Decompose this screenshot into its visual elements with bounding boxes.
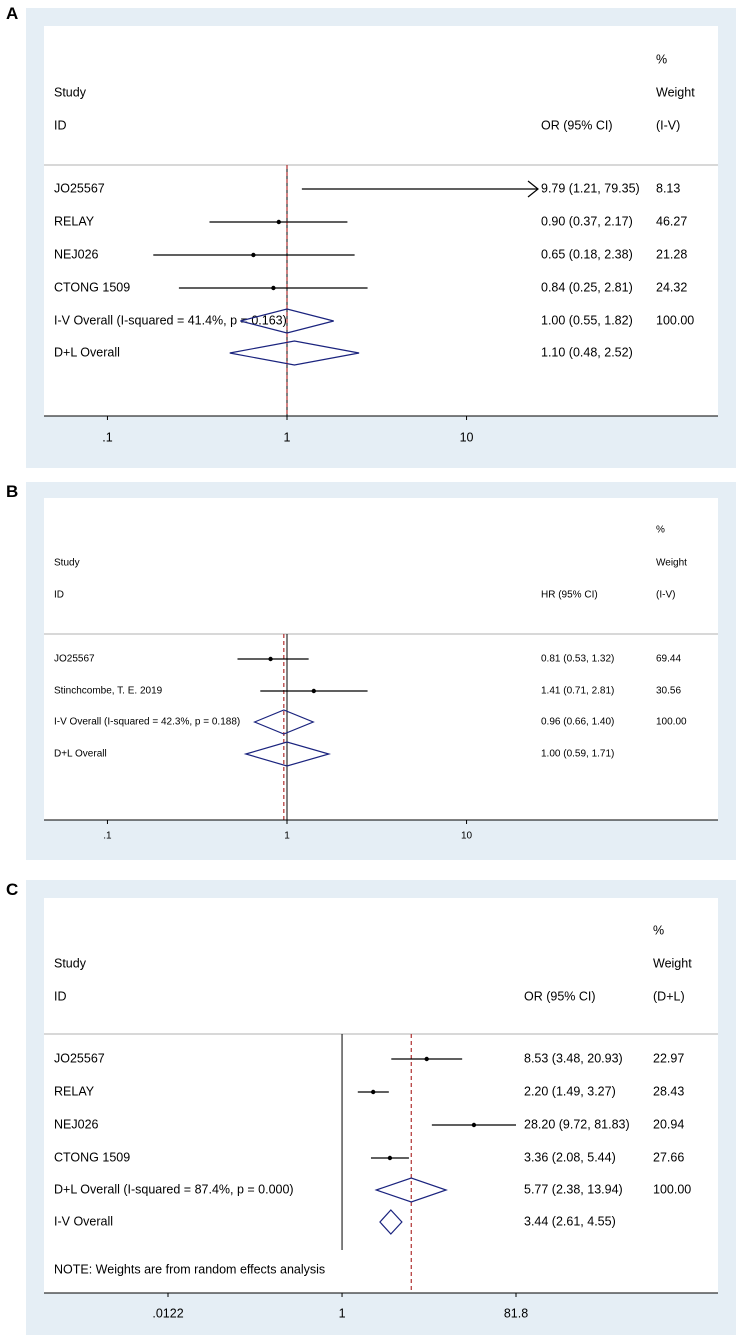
panel-c-study-label-2: NEJ026 — [54, 1117, 99, 1131]
panel-c-study-label-0: JO25567 — [54, 1051, 105, 1065]
panel-a-tick-label-0: .1 — [102, 430, 112, 444]
panel-b-point-0 — [268, 656, 273, 662]
panel-a-label: A — [6, 4, 19, 23]
panel-c-overall-weight-0: 100.00 — [653, 1182, 691, 1196]
panel-a-ci-text-1: 0.90 (0.37, 2.17) — [541, 214, 633, 228]
panel-c-weight-0: 22.97 — [653, 1051, 684, 1065]
panel-b-study-header: Study — [54, 558, 80, 569]
panel-b-overall-diamond-1 — [243, 741, 332, 767]
panel-c-effect-header: OR (95% CI) — [524, 989, 596, 1003]
panel-c-overall-label-0: D+L Overall (I-squared = 87.4%, p = 0.00… — [54, 1182, 294, 1196]
panel-a-study-label-0: JO25567 — [54, 181, 105, 195]
panel-b-ci-text-0: 0.81 (0.53, 1.32) — [541, 654, 614, 665]
panel-c-point-3 — [387, 1155, 393, 1161]
panel-a-overall-label-0: I-V Overall (I-squared = 41.4%, p = 0.16… — [54, 313, 287, 327]
panel-b-study-label-0: JO25567 — [54, 654, 95, 665]
panel-c-tick-label-2: 81.8 — [504, 1306, 528, 1320]
panel-b-id-header: ID — [54, 590, 64, 601]
panel-c-study-label-3: CTONG 1509 — [54, 1150, 130, 1164]
panel-c-overall-label-1: I-V Overall — [54, 1214, 113, 1228]
panel-a-weight-0: 8.13 — [656, 181, 680, 195]
panel-c-id-header: ID — [54, 989, 67, 1003]
panel-a-overall-weight-0: 100.00 — [656, 313, 694, 327]
panel-a-effect-header: OR (95% CI) — [541, 118, 613, 132]
panel-b-plot — [44, 498, 718, 820]
panel-b-overall-label-1: D+L Overall — [54, 749, 107, 760]
panel-a-weight-1: 46.27 — [656, 214, 687, 228]
panel-c-tick-label-0: .0122 — [152, 1306, 183, 1320]
panel-a-weight-percent: % — [656, 52, 667, 66]
panel-a-study-header: Study — [54, 85, 87, 99]
panel-b-tick-label-2: 10 — [461, 831, 473, 842]
panel-c-weight-2: 20.94 — [653, 1117, 684, 1131]
panel-c-ci-text-0: 8.53 (3.48, 20.93) — [524, 1051, 623, 1065]
panel-a-plot — [44, 26, 718, 416]
panel-a-weight-2: 21.28 — [656, 247, 687, 261]
panel-c-ci-text-3: 3.36 (2.08, 5.44) — [524, 1150, 616, 1164]
panel-c-weight-3: 27.66 — [653, 1150, 684, 1164]
panel-c-weight-percent: % — [653, 923, 664, 937]
panel-c-label: C — [6, 880, 19, 899]
panel-b-weight-header: Weight — [656, 558, 687, 569]
panel-c-point-2 — [471, 1122, 477, 1128]
panel-c-study-header: Study — [54, 956, 87, 970]
panel-b-overall-label-0: I-V Overall (I-squared = 42.3%, p = 0.18… — [54, 717, 240, 728]
panel-a-overall-diamond-0 — [240, 308, 334, 334]
panel-b-overall-diamond-0 — [253, 709, 315, 735]
panel-c-overall-diamond-0 — [374, 1177, 448, 1203]
panel-c-overall-ci-text-0: 5.77 (2.38, 13.94) — [524, 1182, 623, 1196]
panel-c-ci-text-1: 2.20 (1.49, 3.27) — [524, 1084, 616, 1098]
panel-b-weight-percent: % — [656, 525, 665, 536]
panel-a-ci-text-0: 9.79 (1.21, 79.35) — [541, 181, 640, 195]
panel-b-point-1 — [311, 688, 316, 694]
panel-c-overall-diamond-1 — [379, 1209, 403, 1235]
panel-c-weight-header: Weight — [653, 956, 692, 970]
panel-a-point-3 — [271, 285, 276, 291]
panel-a-id-header: ID — [54, 118, 67, 132]
panel-a-ci-text-2: 0.65 (0.18, 2.38) — [541, 247, 633, 261]
panel-c-weight-method: (D+L) — [653, 989, 685, 1003]
panel-b-weight-1: 30.56 — [656, 686, 681, 697]
panel-a-study-label-2: NEJ026 — [54, 247, 99, 261]
panel-a-ci-text-3: 0.84 (0.25, 2.81) — [541, 280, 633, 294]
panel-a-point-2 — [251, 252, 256, 258]
panel-c-study-label-1: RELAY — [54, 1084, 95, 1098]
panel-b-ci-text-1: 1.41 (0.71, 2.81) — [541, 686, 614, 697]
panel-a-study-label-3: CTONG 1509 — [54, 280, 130, 294]
panel-c-point-1 — [370, 1089, 376, 1095]
panel-a-overall-ci-text-1: 1.10 (0.48, 2.52) — [541, 345, 633, 359]
panel-a-tick-label-1: 1 — [284, 430, 291, 444]
panel-b-weight-0: 69.44 — [656, 654, 681, 665]
panel-b-overall-ci-text-1: 1.00 (0.59, 1.71) — [541, 749, 614, 760]
panel-b-effect-header: HR (95% CI) — [541, 590, 598, 601]
panel-a-weight-method: (I-V) — [656, 118, 680, 132]
panel-a-overall-diamond-1 — [229, 340, 360, 366]
panel-b-overall-weight-0: 100.00 — [656, 717, 687, 728]
panel-c-point-0 — [424, 1056, 429, 1062]
panel-c-note: NOTE: Weights are from random effects an… — [54, 1262, 325, 1276]
panel-c-weight-1: 28.43 — [653, 1084, 684, 1098]
panel-b-study-label-1: Stinchcombe, T. E. 2019 — [54, 686, 163, 697]
panel-a-overall-ci-text-0: 1.00 (0.55, 1.82) — [541, 313, 633, 327]
panel-a-tick-label-2: 10 — [460, 430, 474, 444]
panel-a-study-label-1: RELAY — [54, 214, 95, 228]
panel-b-tick-label-1: 1 — [284, 831, 290, 842]
panel-c-plot — [44, 898, 718, 1293]
panel-a-weight-header: Weight — [656, 85, 695, 99]
panel-b-tick-label-0: .1 — [103, 831, 112, 842]
panel-b-label: B — [6, 482, 19, 501]
panel-a-weight-3: 24.32 — [656, 280, 687, 294]
panel-a-ci-arrow-0 — [527, 180, 539, 198]
panel-c-overall-ci-text-1: 3.44 (2.61, 4.55) — [524, 1214, 616, 1228]
panel-b-overall-ci-text-0: 0.96 (0.66, 1.40) — [541, 717, 614, 728]
panel-c-ci-text-2: 28.20 (9.72, 81.83) — [524, 1117, 630, 1131]
panel-b-weight-method: (I-V) — [656, 590, 675, 601]
panel-c-tick-label-1: 1 — [339, 1306, 346, 1320]
panel-a-point-1 — [276, 219, 281, 225]
panel-a-overall-label-1: D+L Overall — [54, 345, 120, 359]
